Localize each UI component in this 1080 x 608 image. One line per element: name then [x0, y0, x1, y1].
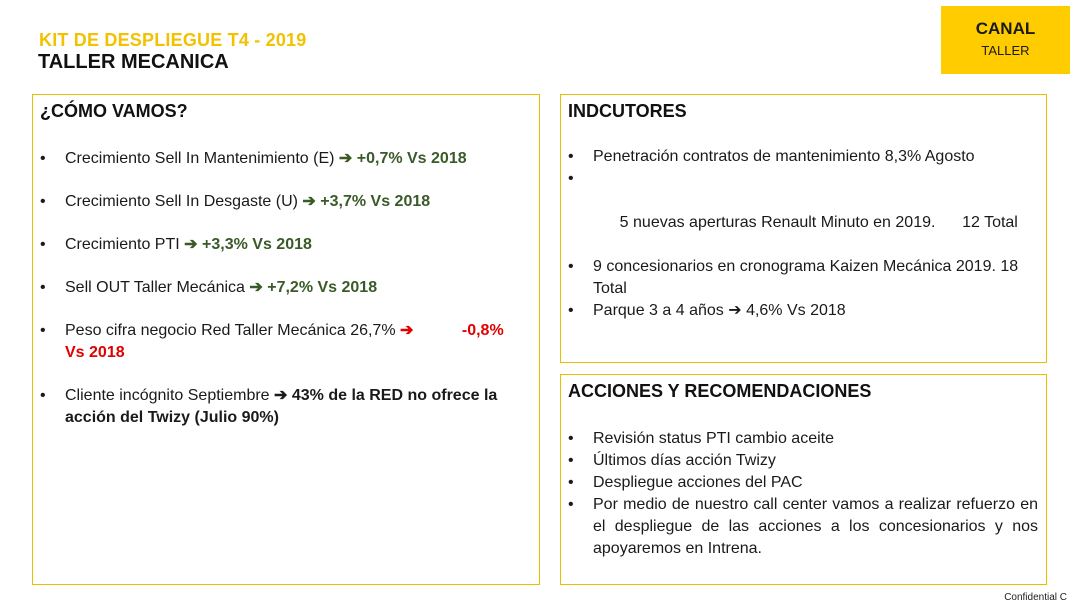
list-item: • Peso cifra negocio Red Taller Mecánica…: [40, 320, 531, 364]
bullet: •: [40, 193, 46, 210]
bullet: •: [568, 258, 574, 275]
bullet: •: [40, 236, 46, 253]
list-item: • Penetración contratos de mantenimiento…: [568, 146, 1038, 168]
como-vamos-list: • Crecimiento Sell In Mantenimiento (E) …: [40, 148, 531, 429]
item-text: Crecimiento Sell In Mantenimiento (E): [65, 150, 335, 167]
list-item: • 5 nuevas aperturas Renault Minuto en 2…: [568, 168, 1038, 256]
arrow-right-icon: ➔: [400, 322, 414, 339]
bullet: •: [40, 279, 46, 296]
item-text: 9 concesionarios en cronograma Kaizen Me…: [593, 258, 1019, 297]
item-text: Sell OUT Taller Mecánica: [65, 279, 245, 296]
item-text: Crecimiento Sell In Desgaste (U): [65, 193, 298, 210]
list-item: • Crecimiento Sell In Desgaste (U) ➔ +3,…: [40, 191, 531, 213]
list-item: • Sell OUT Taller Mecánica ➔ +7,2% Vs 20…: [40, 277, 531, 299]
bullet: •: [40, 150, 46, 167]
list-item: • Parque 3 a 4 años ➔ 4,6% Vs 2018: [568, 300, 1038, 322]
arrow-right-icon: ➔: [249, 279, 263, 296]
item-result: 43% de la RED no ofrece la acción del Tw…: [65, 387, 498, 426]
list-item: • Despliegue acciones del PAC: [568, 472, 1038, 494]
item-result: -0,8%: [461, 322, 504, 339]
actions-list: • Revisión status PTI cambio aceite • Úl…: [568, 428, 1038, 560]
item-result: +3,7% Vs 2018: [320, 193, 431, 210]
item-text: Por medio de nuestro call center vamos a…: [593, 496, 1038, 557]
arrow-right-icon: ➔: [274, 387, 288, 404]
bullet: •: [568, 170, 574, 187]
canal-badge: CANAL TALLER: [941, 6, 1070, 74]
item-text: Cliente incógnito Septiembre: [65, 387, 270, 404]
item-text: Crecimiento PTI: [65, 236, 180, 253]
bullet: •: [568, 452, 574, 469]
list-item: • Revisión status PTI cambio aceite: [568, 428, 1038, 450]
list-item: • Crecimiento PTI ➔ +3,3% Vs 2018: [40, 234, 531, 256]
item-text: Peso cifra negocio Red Taller Mecánica 2…: [65, 322, 396, 339]
item-result: +0,7% Vs 2018: [356, 150, 467, 167]
list-item: • Últimos días acción Twizy: [568, 450, 1038, 472]
como-vamos-panel: ¿CÓMO VAMOS? • Crecimiento Sell In Mante…: [32, 94, 540, 585]
panel-title: ¿CÓMO VAMOS?: [40, 101, 188, 121]
item-text: Revisión status PTI cambio aceite: [593, 430, 834, 447]
bullet: •: [568, 496, 574, 513]
indicators-panel: INDCUTORES • Penetración contratos de ma…: [560, 94, 1047, 363]
item-result: +3,3% Vs 2018: [202, 236, 312, 253]
list-item: • Crecimiento Sell In Mantenimiento (E) …: [40, 148, 531, 170]
item-text: Penetración contratos de mantenimiento 8…: [593, 148, 975, 165]
indicators-list: • Penetración contratos de mantenimiento…: [568, 146, 1038, 322]
list-item: • Por medio de nuestro call center vamos…: [568, 494, 1038, 560]
arrow-right-icon: ➔: [302, 193, 316, 210]
bullet: •: [40, 387, 46, 404]
item-text: 5 nuevas aperturas Renault Minuto en 201…: [619, 214, 1018, 231]
bullet: •: [568, 148, 574, 165]
actions-panel: ACCIONES Y RECOMENDACIONES • Revisión st…: [560, 374, 1047, 585]
canal-value: TALLER: [981, 43, 1030, 58]
arrow-right-icon: ➔: [184, 236, 198, 253]
item-result-suffix: Vs 2018: [65, 344, 125, 361]
item-text: Parque 3 a 4 años ➔ 4,6% Vs 2018: [593, 302, 846, 319]
canal-label: CANAL: [975, 19, 1036, 38]
list-item: • Cliente incógnito Septiembre ➔ 43% de …: [40, 385, 531, 429]
item-text: Últimos días acción Twizy: [593, 452, 776, 469]
bullet: •: [568, 474, 574, 491]
panel-title: ACCIONES Y RECOMENDACIONES: [568, 381, 872, 401]
page-title: TALLER MECANICA: [38, 51, 229, 73]
kit-kicker: KIT DE DESPLIEGUE T4 - 2019: [39, 30, 307, 50]
arrow-right-icon: ➔: [338, 150, 353, 167]
bullet: •: [568, 302, 574, 319]
confidential-label: Confidential C: [1004, 592, 1067, 603]
item-text: Despliegue acciones del PAC: [593, 474, 803, 491]
bullet: •: [40, 322, 46, 339]
list-item: • 9 concesionarios en cronograma Kaizen …: [568, 256, 1038, 300]
panel-title: INDCUTORES: [568, 101, 687, 121]
item-result: +7,2% Vs 2018: [267, 279, 378, 296]
bullet: •: [568, 430, 574, 447]
